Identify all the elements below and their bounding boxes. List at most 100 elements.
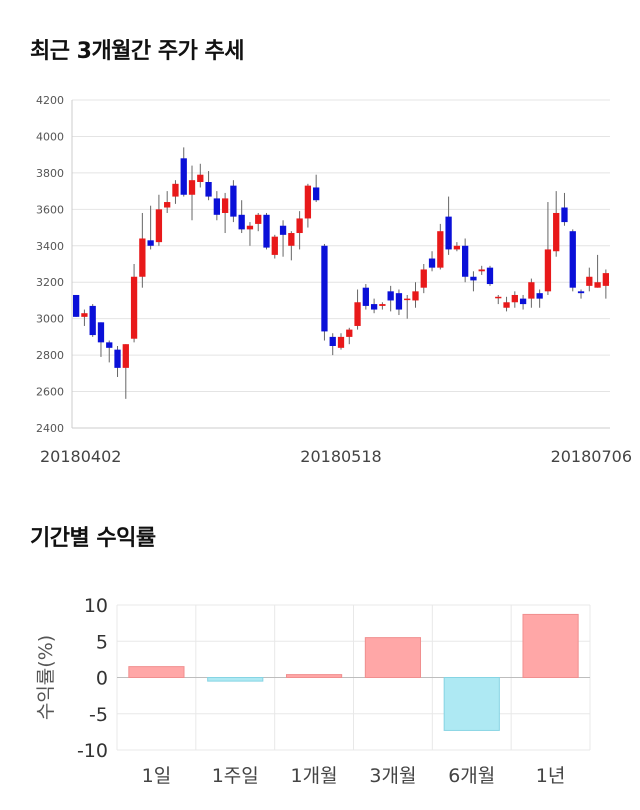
y-tick-label: 2600 [36, 386, 64, 399]
y-tick-label: 3600 [36, 203, 64, 216]
x-tick-label: 20180706 [551, 447, 632, 466]
candle-body [147, 240, 154, 246]
candle-body [594, 282, 601, 288]
candle-body [379, 304, 386, 306]
candle-body [213, 198, 220, 215]
candle-body [462, 245, 469, 277]
x-category-label: 3개월 [369, 765, 416, 787]
candle-body [511, 294, 518, 303]
y-tick-label: 10 [84, 595, 108, 617]
y-tick-label: -10 [77, 740, 108, 762]
return-bar [285, 674, 343, 678]
candle-body [577, 291, 585, 294]
candle-body [106, 342, 113, 348]
y-axis-label: 수익률(%) [35, 635, 57, 720]
candle-body [288, 233, 295, 246]
candle-body [81, 313, 88, 317]
candle-body [279, 225, 287, 235]
candle-body [362, 287, 369, 306]
candle-body [197, 174, 204, 182]
candle-body [561, 207, 568, 223]
x-category-label: 1년 [536, 765, 566, 787]
candle-body [370, 304, 378, 310]
x-category-label: 1개월 [291, 765, 338, 787]
candle-body [246, 225, 254, 230]
candle-body [528, 282, 535, 299]
candle-body [321, 245, 328, 332]
candle-body [114, 349, 121, 368]
candle-body [72, 294, 80, 317]
candle-body [354, 302, 361, 326]
candle-body [230, 185, 237, 217]
candle-body [188, 180, 196, 195]
candle-body [155, 209, 163, 243]
candle-body [586, 276, 593, 286]
candle-body [553, 212, 560, 252]
candle-body [412, 291, 419, 301]
candle-body [139, 238, 146, 277]
candle-body [445, 216, 452, 250]
candle-body [238, 214, 245, 230]
y-tick-label: 3000 [36, 313, 64, 326]
candle-body [428, 258, 436, 268]
candle-body [387, 291, 394, 301]
candle-body [544, 249, 552, 292]
candle-body [172, 183, 179, 197]
candle-body [503, 302, 510, 308]
candle-body [296, 218, 303, 234]
candle-body [164, 202, 171, 208]
candle-body [478, 269, 485, 272]
return-bar [207, 677, 264, 682]
candle-body [569, 231, 576, 288]
x-category-label: 1일 [142, 765, 172, 787]
candle-body [453, 245, 461, 250]
candle-body [122, 344, 129, 368]
candle-body [404, 298, 411, 301]
candle-body [519, 298, 527, 305]
candle-body [495, 296, 502, 299]
x-tick-label: 20180402 [40, 447, 121, 466]
candle-body [337, 336, 345, 348]
candle-body [271, 236, 278, 255]
y-tick-label: 3400 [36, 240, 64, 253]
candle-body [255, 214, 262, 224]
candle-body [437, 231, 444, 268]
x-category-label: 6개월 [448, 765, 495, 787]
candle-body [313, 187, 320, 201]
price-trend-title: 최근 3개월간 주가 추세 [30, 39, 244, 64]
candle-body [395, 293, 403, 310]
returns-title: 기간별 수익률 [30, 526, 156, 551]
candle-body [130, 276, 138, 339]
y-tick-label: 4000 [36, 130, 64, 143]
y-tick-label: 2400 [36, 422, 64, 435]
candle-body [180, 158, 187, 195]
candle-body [97, 322, 105, 343]
y-tick-label: 4200 [36, 94, 64, 107]
candle-body [470, 276, 477, 281]
y-tick-label: 0 [96, 668, 108, 690]
candle-body [304, 185, 312, 219]
x-tick-label: 20180518 [300, 447, 381, 466]
y-tick-label: -5 [89, 704, 108, 726]
y-tick-label: 3800 [36, 167, 64, 180]
candlestick-chart: 4200 4000 3800 3600 3400 3200 3000 2800 2600 2400… [36, 94, 632, 466]
return-bar [364, 637, 422, 678]
x-category-label: 1주일 [212, 765, 259, 787]
return-bar [522, 613, 579, 678]
return-bar [443, 677, 500, 731]
candle-body [263, 214, 270, 248]
return-bar [128, 666, 185, 678]
candle-body [221, 198, 229, 213]
candle-body [536, 293, 543, 299]
y-tick-label: 2800 [36, 349, 64, 362]
candle-body [420, 269, 427, 288]
candle-body [205, 182, 212, 197]
y-tick-label: 3200 [36, 276, 64, 289]
candle-body [602, 273, 610, 286]
candle-body [346, 329, 353, 337]
y-tick-label: 5 [96, 631, 108, 653]
candle-body [329, 336, 336, 346]
candle-body [89, 305, 96, 336]
candle-body [486, 267, 494, 285]
